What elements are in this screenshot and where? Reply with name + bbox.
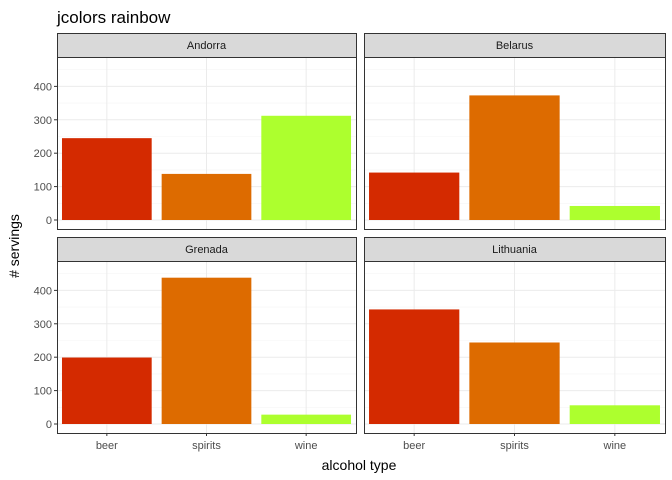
facet-panel-andorra: Andorra 0 100 200 300 400: [34, 33, 357, 230]
x-tick-label: spirits: [192, 440, 221, 452]
y-tick-label: 0: [46, 419, 52, 431]
bar-wine: [569, 205, 660, 220]
facet-strip: [364, 33, 666, 58]
panel-border: [364, 57, 666, 230]
y-tick-label: 400: [34, 285, 52, 297]
x-tick-label: beer: [403, 440, 425, 452]
bar-wine: [261, 414, 352, 424]
bar-spirits: [161, 173, 252, 220]
x-tick-label: wine: [294, 440, 318, 452]
facet-strip-label: Grenada: [185, 244, 229, 256]
bar-beer: [369, 309, 460, 424]
facet-panels: Andorra 0 100 200 300 400 Belarus Grenada 0 100 20…: [34, 33, 666, 452]
facet-strip: [57, 237, 357, 262]
y-tick-label: 200: [34, 352, 52, 364]
bar-spirits: [469, 342, 560, 424]
facet-panel-grenada: Grenada 0 100 200 300 400 beer spirits wine: [34, 237, 357, 452]
x-tick-label: wine: [603, 440, 627, 452]
facet-panel-lithuania: Lithuania beer spirits wine: [364, 237, 666, 452]
bar-beer: [369, 172, 460, 220]
y-axis-title: # servings: [6, 214, 22, 278]
bar-wine: [569, 405, 660, 424]
bar-beer: [61, 357, 152, 424]
x-tick-label: beer: [96, 440, 118, 452]
y-tick-label: 0: [46, 215, 52, 227]
y-tick-label: 400: [34, 81, 52, 93]
y-tick-label: 200: [34, 148, 52, 160]
facet-strip: [364, 237, 666, 262]
bar-spirits: [161, 277, 252, 424]
y-tick-label: 300: [34, 319, 52, 331]
y-tick-label: 300: [34, 115, 52, 127]
facet-panel-belarus: Belarus: [364, 33, 666, 230]
facet-strip-label: Belarus: [496, 40, 534, 52]
bar-beer: [61, 138, 152, 220]
bar-wine: [261, 115, 352, 220]
facet-strip-label: Andorra: [187, 40, 227, 52]
panel-border: [57, 57, 357, 230]
y-tick-label: 100: [34, 386, 52, 398]
bar-spirits: [469, 95, 560, 220]
x-axis-title: alcohol type: [322, 457, 397, 473]
x-tick-label: spirits: [500, 440, 529, 452]
y-tick-label: 100: [34, 182, 52, 194]
facet-strip: [57, 33, 357, 58]
facet-strip-label: Lithuania: [492, 244, 538, 256]
chart-title: jcolors rainbow: [56, 8, 171, 27]
